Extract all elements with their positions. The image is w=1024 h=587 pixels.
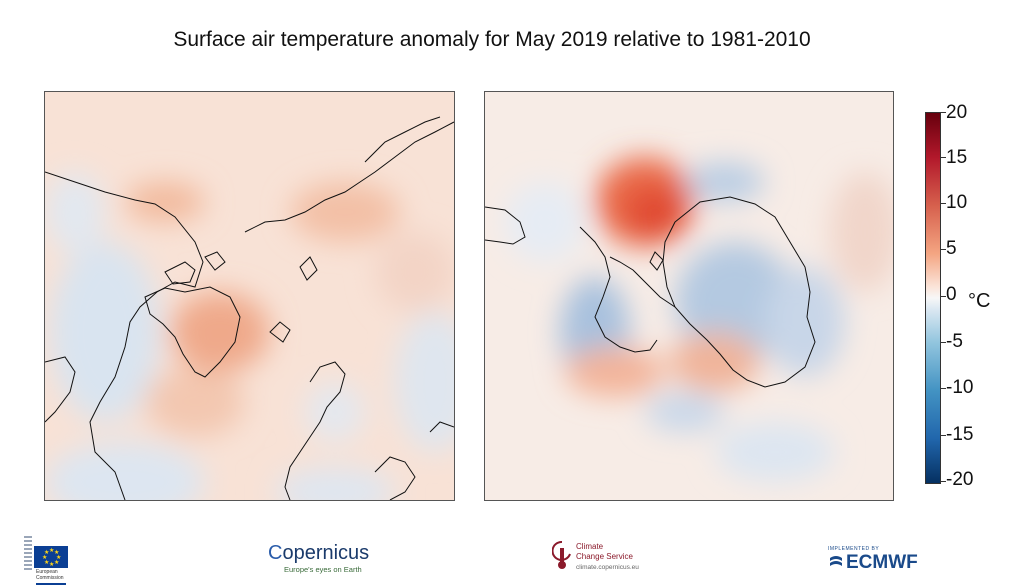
ec-building-icon <box>24 536 32 570</box>
colorbar-label: 10 <box>946 192 968 213</box>
colorbar-tick <box>940 342 946 343</box>
colorbar-label: -5 <box>946 331 963 352</box>
south-polar-map <box>484 91 894 501</box>
european-commission-logo: ★ ★ ★ ★ ★ ★ ★ ★ European Commission <box>24 528 70 585</box>
colorbar-label: 20 <box>946 102 968 123</box>
c3s-url: climate.copernicus.eu <box>576 564 639 571</box>
ec-line1: European <box>36 569 58 575</box>
colorbar-tick <box>940 435 946 436</box>
copernicus-name: opernicus <box>282 542 370 564</box>
south-anomaly-field <box>485 92 893 500</box>
colorbar-tick <box>940 112 946 113</box>
colorbar-unit: °C <box>968 290 991 312</box>
copernicus-logo: Copernicus Europe's eyes on Earth <box>268 542 370 574</box>
ecmwf-name: ECMWF <box>846 552 918 573</box>
colorbar-label: 15 <box>946 147 968 168</box>
ecmwf-implemented-label: IMPLEMENTED BY <box>828 546 880 552</box>
colorbar-tick <box>940 249 946 250</box>
ec-line2: Commission <box>36 575 64 581</box>
colorbar-label: -15 <box>946 424 974 445</box>
c3s-line1: Climate <box>576 542 604 551</box>
figure-title: Surface air temperature anomaly for May … <box>173 28 811 51</box>
colorbar-label: -20 <box>946 469 974 490</box>
colorbar-tick <box>940 296 946 297</box>
colorbar <box>925 112 941 484</box>
c3s-line2: Change Service <box>576 552 633 561</box>
ecmwf-mark-icon <box>830 556 842 566</box>
ecmwf-logo: IMPLEMENTED BY ECMWF <box>828 546 948 576</box>
copernicus-tagline: Europe's eyes on Earth <box>284 565 362 574</box>
colorbar-label: 5 <box>946 238 957 259</box>
colorbar-tick <box>940 481 946 482</box>
colorbar-tick <box>940 388 946 389</box>
c3s-logo: Climate Change Service climate.copernicus… <box>552 540 662 580</box>
north-anomaly-field <box>45 92 454 500</box>
colorbar-label: -10 <box>946 377 974 398</box>
colorbar-label: 0 <box>946 284 957 305</box>
colorbar-tick <box>940 157 946 158</box>
colorbar-tick <box>940 203 946 204</box>
logo-footer: ★ ★ ★ ★ ★ ★ ★ ★ European Commission Copernicu… <box>0 520 1024 587</box>
eu-flag-icon: ★ ★ ★ ★ ★ ★ ★ ★ <box>34 546 68 568</box>
north-polar-map <box>44 91 455 501</box>
thermometer-icon <box>552 540 571 569</box>
